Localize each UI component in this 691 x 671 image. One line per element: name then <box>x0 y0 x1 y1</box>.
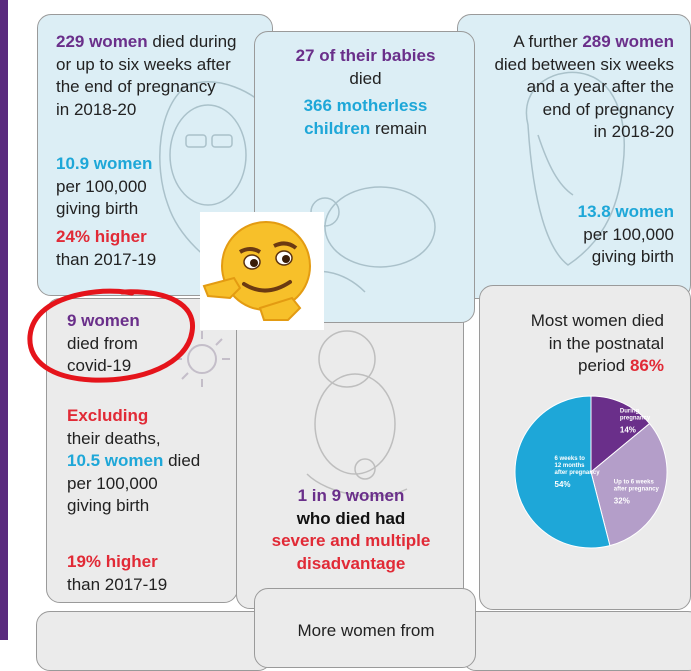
motherless-text: 366 motherless children remain <box>255 95 474 140</box>
pie-slice-percent: 32% <box>614 496 630 505</box>
further-line3: and a year after the <box>526 77 674 96</box>
pie-slice-label: Up to 6 weeks <box>614 479 655 485</box>
babies-number: 27 of their babies <box>295 46 436 65</box>
rate-line2: per 100,000 <box>56 176 147 196</box>
covid-number: 9 women <box>67 311 140 330</box>
babies-text: 27 of their babies died <box>255 45 474 90</box>
smirking-pointing-emoji-icon <box>200 212 324 330</box>
postnatal-line2: in the postnatal <box>548 333 664 353</box>
pie-slice <box>590 422 668 547</box>
card-further-deaths: A further 289 women died between six wee… <box>457 14 691 299</box>
excluding-rate-number: 10.5 women <box>67 451 164 470</box>
covid-text: 9 women died from covid-19 <box>67 310 140 378</box>
card-bottom-right-partial <box>462 611 691 671</box>
pie-slice-percent: 14% <box>620 426 636 435</box>
covid-line3: covid-19 <box>67 356 132 375</box>
card-more-women: More women from <box>254 588 476 668</box>
excluding-rate-line3: giving birth <box>67 496 150 515</box>
further-deaths-text: A further 289 women died between six wee… <box>464 31 674 144</box>
postnatal-text: Most women died in the postnatal period … <box>480 310 664 378</box>
woman-headscarf-illustration <box>525 71 625 266</box>
died-count-suffix: died during <box>147 32 237 51</box>
rate-text: 10.9 women per 100,000 giving birth <box>56 153 152 221</box>
woman-portrait-illustration <box>159 81 272 286</box>
pie-slice <box>590 395 651 474</box>
disadvantage-text: 1 in 9 women who died had severe and mul… <box>237 485 463 575</box>
excluding-rate-suffix: died <box>163 451 201 470</box>
pie-slice <box>514 395 611 549</box>
card-bottom-left-partial <box>36 611 272 671</box>
excluding-text: Excluding their deaths, 10.5 women died … <box>67 405 200 518</box>
further-rate-number: 13.8 women <box>577 202 674 221</box>
motherless-remain: remain <box>370 118 427 138</box>
motherless-number: 366 motherless <box>303 96 428 115</box>
covid-higher-percent: 19% higher <box>67 552 158 571</box>
left-edge-bar <box>0 0 8 640</box>
disadvantage-line4: disadvantage <box>296 553 406 573</box>
excluding-line2: their deaths, <box>67 428 161 448</box>
died-count-line3: the end of pregnancy <box>56 77 216 96</box>
further-line5: in 2018-20 <box>593 122 674 141</box>
higher-percent: 24% higher <box>56 227 147 246</box>
pie-slice-label: 12 months <box>555 463 586 469</box>
postnatal-prefix: period <box>577 356 630 375</box>
further-prefix: A further <box>513 32 583 51</box>
higher-line2: than 2017-19 <box>56 249 157 269</box>
rate-line3: giving birth <box>56 199 139 218</box>
pie-slice-percent: 54% <box>555 480 571 489</box>
further-rate-line2: per 100,000 <box>583 224 674 244</box>
pie-slice-label: after pregnancy <box>555 470 601 476</box>
disadvantage-ratio: 1 in 9 women <box>297 486 405 505</box>
postnatal-line1: Most women died <box>530 311 664 330</box>
further-rate-text: 13.8 women per 100,000 giving birth <box>464 201 674 269</box>
postnatal-percent: 86% <box>629 356 664 375</box>
further-line2: died between six weeks <box>494 54 674 74</box>
excluding-label: Excluding <box>67 406 149 425</box>
disadvantage-line3: severe and multiple <box>271 531 431 550</box>
pie-slice-label: 6 weeks to <box>555 456 586 462</box>
died-count-line2: or up to six weeks after <box>56 54 231 74</box>
more-women-text: More women from <box>297 621 435 640</box>
red-annotation-circle <box>27 288 196 383</box>
woman-hair-bun-illustration <box>306 330 408 497</box>
babies-died: died <box>349 68 382 88</box>
pie-slice-label: after pregnancy <box>614 486 660 492</box>
died-count-number: 229 women <box>56 32 148 51</box>
disadvantage-line2: who died had <box>296 508 406 528</box>
covid-line2: died from <box>67 333 138 353</box>
card-women-died-pregnancy: 229 women died during or up to six weeks… <box>37 14 273 296</box>
motherless-children: children <box>304 118 371 138</box>
card-covid: 9 women died from covid-19 Excluding the… <box>46 298 238 603</box>
further-rate-line3: giving birth <box>591 247 674 266</box>
pie-slice-label: During <box>620 409 640 415</box>
further-line4: end of pregnancy <box>542 99 674 119</box>
covid-higher-text: 19% higher than 2017-19 <box>67 551 167 596</box>
card-disadvantage: 1 in 9 women who died had severe and mul… <box>236 303 464 609</box>
died-count-text: 229 women died during or up to six weeks… <box>56 31 237 121</box>
higher-text: 24% higher than 2017-19 <box>56 226 156 271</box>
died-count-line4: in 2018-20 <box>56 99 137 119</box>
covid-higher-line2: than 2017-19 <box>67 574 168 594</box>
pie-slice-label: pregnancy <box>620 416 651 422</box>
excluding-rate-line2: per 100,000 <box>67 473 158 493</box>
rate-number: 10.9 women <box>56 154 153 173</box>
card-postnatal: Most women died in the postnatal period … <box>479 285 691 610</box>
further-number: 289 women <box>582 32 674 51</box>
